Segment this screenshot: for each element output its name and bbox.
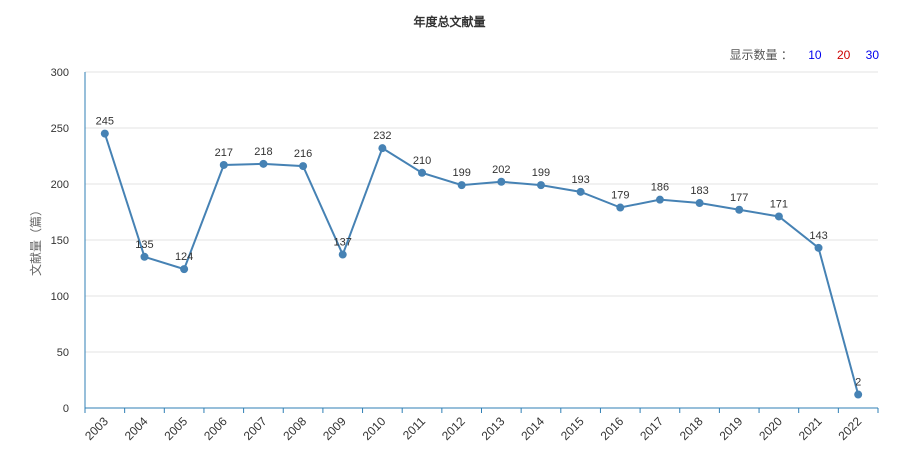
data-label: 218 xyxy=(254,146,272,158)
data-label: 216 xyxy=(294,148,312,160)
data-point[interactable] xyxy=(140,252,149,261)
x-tick-label: 2009 xyxy=(320,414,349,443)
data-point[interactable] xyxy=(299,162,308,171)
data-label: 199 xyxy=(452,167,470,179)
data-label: 179 xyxy=(611,190,629,202)
x-tick-label: 2016 xyxy=(598,414,627,443)
y-tick-label: 50 xyxy=(57,347,69,359)
x-tick-label: 2006 xyxy=(201,414,230,443)
data-label: 245 xyxy=(96,116,114,128)
x-tick-label: 2003 xyxy=(82,414,111,443)
x-tick-label: 2008 xyxy=(280,414,309,443)
y-axis: 0 50 100 150 200 250 300 xyxy=(51,67,86,415)
x-tick-label: 2015 xyxy=(558,414,587,443)
x-tick-label: 2022 xyxy=(836,414,865,443)
data-point[interactable] xyxy=(378,144,387,153)
data-point[interactable] xyxy=(497,177,506,186)
x-tick-label: 2021 xyxy=(796,414,825,443)
x-tick-label: 2018 xyxy=(677,414,706,443)
display-count-label: 显示数量 ： xyxy=(729,48,793,62)
x-tick-label: 2004 xyxy=(122,414,151,443)
data-label: 183 xyxy=(690,185,708,197)
y-tick-label: 150 xyxy=(51,235,69,247)
data-point[interactable] xyxy=(180,265,189,274)
data-point[interactable] xyxy=(655,195,664,204)
x-tick-label: 2005 xyxy=(161,414,190,443)
data-label: 171 xyxy=(770,198,788,210)
data-point[interactable] xyxy=(536,181,545,190)
data-label: 199 xyxy=(532,167,550,179)
x-tick-label: 2007 xyxy=(241,414,270,443)
data-point[interactable] xyxy=(338,250,347,259)
x-tick-label: 2020 xyxy=(756,414,785,443)
data-label: 232 xyxy=(373,130,391,142)
data-label: 186 xyxy=(651,182,669,194)
count-option-30[interactable]: 30 xyxy=(865,48,879,62)
data-label: 135 xyxy=(135,239,153,251)
data-label: 217 xyxy=(215,147,233,159)
data-point[interactable] xyxy=(576,187,585,196)
data-label: 143 xyxy=(809,230,827,242)
data-point[interactable] xyxy=(259,159,268,168)
data-point[interactable] xyxy=(457,181,466,190)
data-label: 193 xyxy=(571,174,589,186)
data-point[interactable] xyxy=(100,129,109,138)
y-tick-label: 250 xyxy=(51,123,69,135)
x-tick-label: 2012 xyxy=(439,414,468,443)
data-point[interactable] xyxy=(735,205,744,214)
series-path xyxy=(103,133,860,395)
data-point[interactable] xyxy=(814,243,823,252)
data-point[interactable] xyxy=(219,160,228,169)
x-tick-label: 2010 xyxy=(360,414,389,443)
data-label: 177 xyxy=(730,192,748,204)
x-tick-label: 2013 xyxy=(479,414,508,443)
y-tick-label: 300 xyxy=(51,67,69,79)
y-tick-label: 200 xyxy=(51,179,69,191)
data-label: 137 xyxy=(334,237,352,249)
series-line: 245 135 124 217 218 216 137 232 210 199 202 199 193 1… xyxy=(96,116,863,399)
y-tick-label: 100 xyxy=(51,291,69,303)
x-tick-label: 2019 xyxy=(717,414,746,443)
x-tick-label: 2017 xyxy=(637,414,666,443)
y-tick-label: 0 xyxy=(63,403,69,415)
grid-lines xyxy=(85,71,878,353)
data-point[interactable] xyxy=(854,390,863,399)
data-point[interactable] xyxy=(418,168,427,177)
data-label: 202 xyxy=(492,164,510,176)
data-label: 2 xyxy=(855,377,861,389)
y-axis-label: 文献量（篇） xyxy=(28,204,43,276)
x-axis: 2003 2004 2005 2006 2007 2008 2009 2010 2011 2012… xyxy=(82,407,879,443)
data-point[interactable] xyxy=(616,203,625,212)
count-option-20[interactable]: 20 xyxy=(836,48,851,62)
count-option-10[interactable]: 10 xyxy=(808,48,822,62)
data-label: 124 xyxy=(175,251,193,263)
data-point[interactable] xyxy=(695,199,704,208)
display-count-selector: 显示数量 ： 10 20 30 xyxy=(730,46,879,63)
x-tick-label: 2011 xyxy=(400,414,428,442)
data-label: 210 xyxy=(413,155,431,167)
x-tick-label: 2014 xyxy=(518,414,547,443)
chart-title: 年度总文献量 xyxy=(413,15,486,29)
data-point[interactable] xyxy=(774,212,783,221)
